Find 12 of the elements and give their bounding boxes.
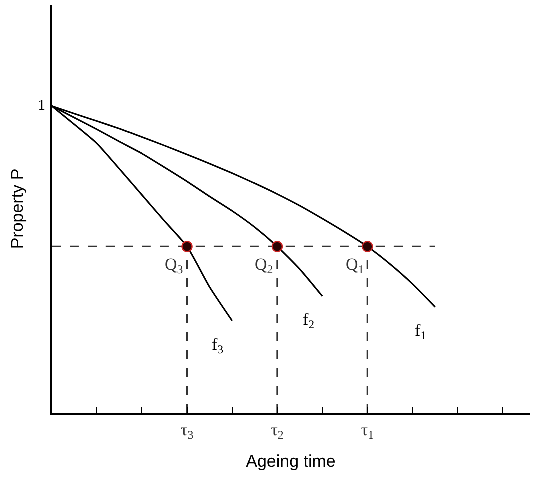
x-tick-label: τ$_{1}$ [361, 420, 374, 442]
x-tick-label: τ$_{3}$ [180, 420, 194, 442]
annotation: Q$_{1}$ [346, 255, 364, 277]
annotation: Q$_{2}$ [255, 255, 274, 277]
series-label: f$_{2}$ [303, 310, 315, 332]
series-label: f$_{1}$ [415, 321, 427, 343]
text: 1 [38, 98, 46, 114]
y-axis-title: Property P [8, 168, 28, 250]
series-label: f$_{3}$ [212, 335, 224, 357]
x-axis-title: Ageing time [246, 452, 336, 471]
x-tick-label: τ$_{2}$ [271, 420, 284, 442]
annotation: Q$_{3}$ [165, 255, 184, 277]
